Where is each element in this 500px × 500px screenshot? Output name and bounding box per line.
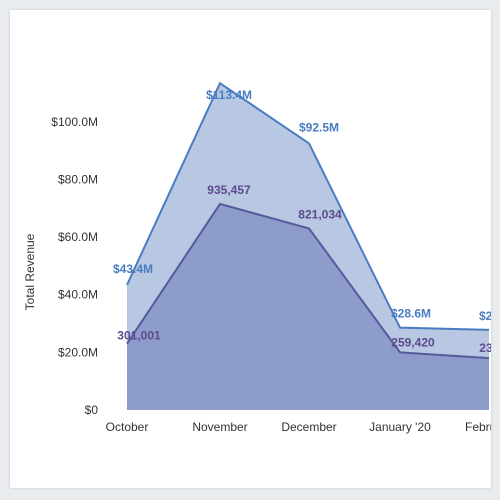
chart-card: Total Revenue $0 $20.0M $40.0M $60.0M $80.0M…	[10, 10, 491, 488]
y-tick-label: $60.0M	[58, 230, 98, 244]
data-label: 935,457	[207, 183, 251, 197]
x-tick-label: December	[281, 420, 336, 434]
data-label: $27.8M	[479, 309, 491, 323]
y-tick-label: $80.0M	[58, 172, 98, 186]
data-label: $92.5M	[299, 120, 339, 134]
data-label: 259,420	[391, 335, 435, 349]
area-series-2	[127, 203, 489, 410]
y-tick-label: $20.0M	[58, 345, 98, 359]
data-label: 231,560	[479, 341, 491, 355]
y-tick-label: $100.0M	[51, 115, 98, 129]
x-tick-label: February	[465, 420, 491, 434]
x-tick-label: November	[192, 420, 247, 434]
line-series-2	[126, 202, 490, 360]
y-axis-label: Total Revenue	[23, 233, 37, 310]
y-tick-label: $0	[85, 403, 99, 417]
data-label: 301,001	[117, 329, 161, 343]
x-tick-label: January '20	[369, 420, 431, 434]
data-label: $28.6M	[391, 307, 431, 321]
y-tick-label: $40.0M	[58, 288, 98, 302]
area-chart: Total Revenue $0 $20.0M $40.0M $60.0M $80.0M…	[23, 81, 491, 434]
data-label: 821,034	[298, 207, 342, 221]
data-label: $43.4M	[113, 262, 153, 276]
data-label: $113.4M	[206, 88, 252, 102]
line-series-1	[126, 81, 490, 331]
x-tick-label: October	[106, 420, 149, 434]
